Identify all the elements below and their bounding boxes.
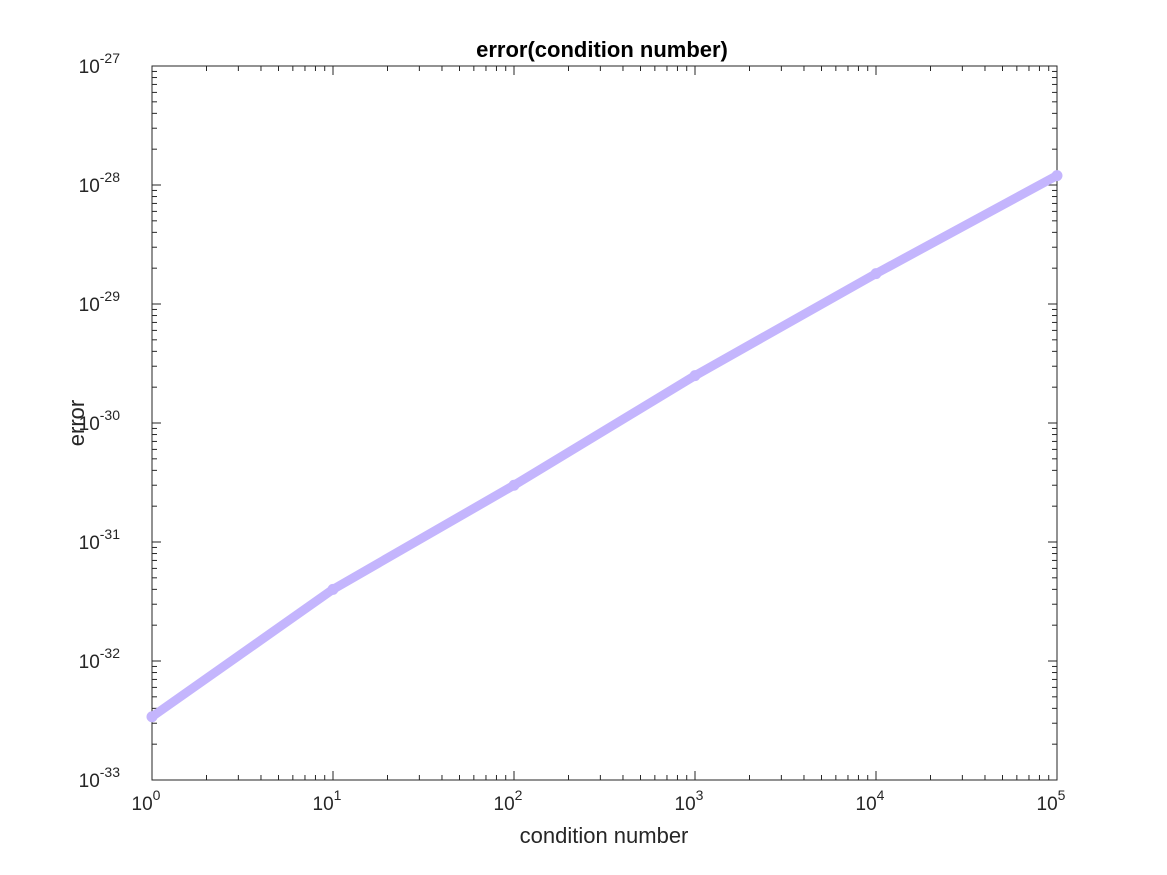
- data-point: [1051, 170, 1063, 182]
- data-point: [327, 583, 339, 595]
- plot-area: [152, 66, 1057, 780]
- series-line: [147, 171, 1062, 722]
- axes: 100 101 102 103 104 105 10-33 10-32 10-31 10-30 10…: [79, 50, 1066, 815]
- x-tick-label: 104: [856, 787, 885, 815]
- y-tick-label: 10-29: [79, 288, 121, 316]
- y-tick-label: 10-32: [79, 645, 121, 673]
- x-tick-label: 100: [132, 787, 161, 815]
- y-axis-title: error: [64, 400, 89, 446]
- x-axis-title: condition number: [520, 823, 689, 848]
- x-tick-label: 102: [494, 787, 523, 815]
- y-tick-label: 10-33: [79, 764, 121, 792]
- series-layer: [146, 170, 1063, 723]
- y-tick-label: 10-31: [79, 526, 121, 554]
- x-tick-label: 101: [313, 787, 342, 815]
- data-point: [870, 268, 882, 280]
- chart-title: error(condition number): [476, 37, 728, 62]
- x-tick-label: 105: [1037, 787, 1066, 815]
- data-point: [508, 479, 520, 491]
- y-tick-label: 10-30: [79, 407, 121, 435]
- data-point: [146, 711, 158, 723]
- data-point: [689, 370, 701, 382]
- y-tick-label: 10-27: [79, 50, 121, 78]
- y-tick-label: 10-28: [79, 169, 121, 197]
- x-tick-label: 103: [675, 787, 704, 815]
